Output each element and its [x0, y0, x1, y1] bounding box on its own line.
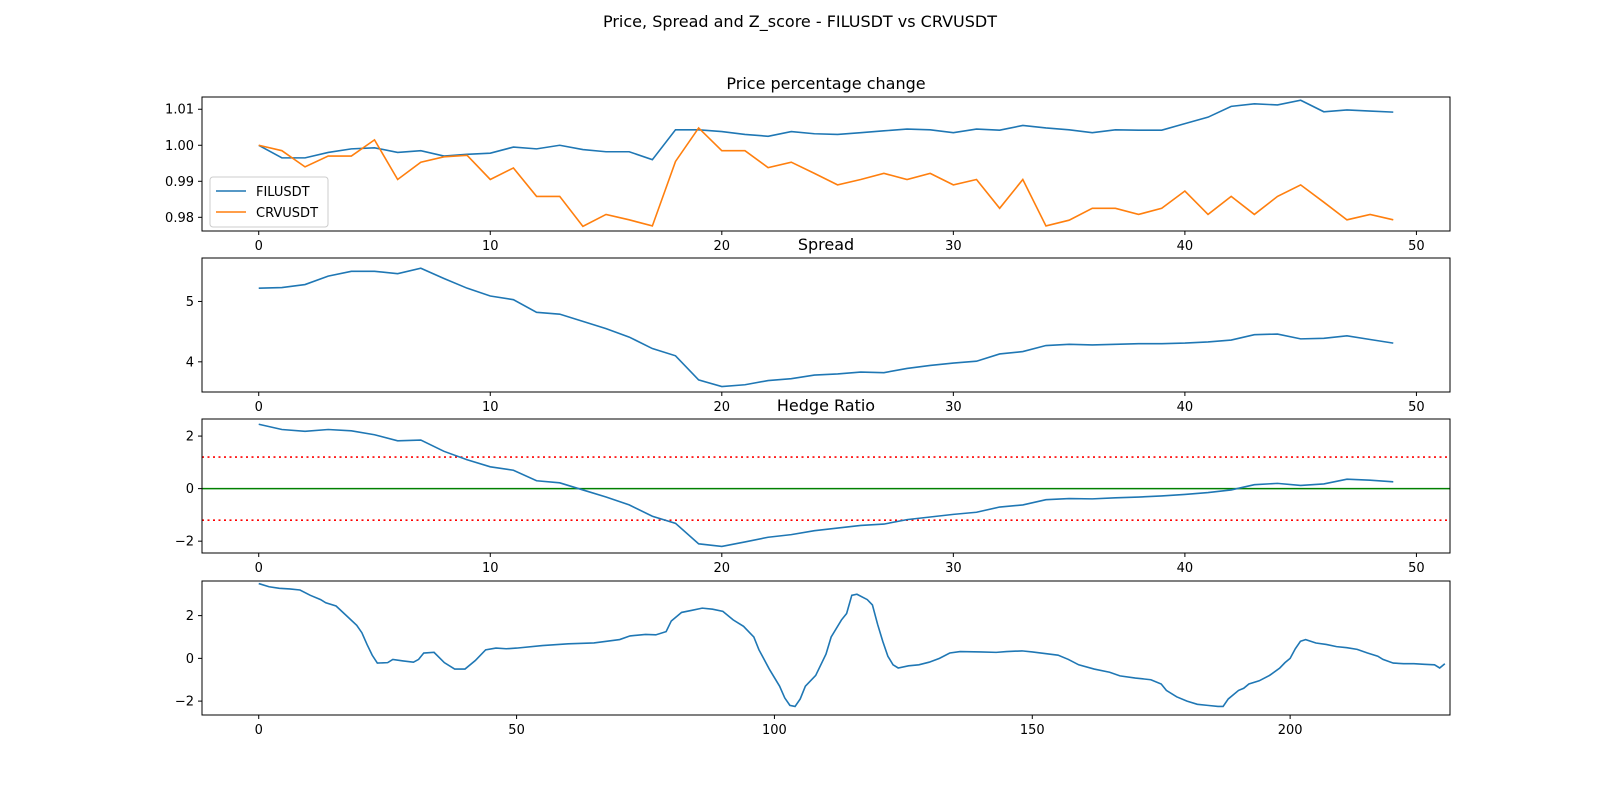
x-tick-label: 10: [482, 400, 499, 415]
y-tick-label: 0.98: [165, 211, 194, 226]
x-tick-label: 40: [1177, 400, 1194, 415]
series-line: [258, 267, 1394, 388]
axes-frame: [201, 96, 1451, 232]
x-tick-label: 0: [255, 400, 263, 415]
legend-label: CRVUSDT: [256, 206, 318, 221]
series-line: [258, 582, 1446, 708]
x-tick-label: 200: [1278, 723, 1303, 738]
x-tick-label: 10: [482, 561, 499, 576]
y-tick-label: 1.00: [165, 139, 194, 154]
x-tick-label: 20: [714, 400, 731, 415]
y-tick-label: 2: [186, 609, 194, 624]
x-tick-label: 40: [1177, 239, 1194, 254]
legend-label: FILUSDT: [256, 185, 310, 200]
axes-frame: [201, 418, 1451, 554]
x-tick-label: 0: [255, 723, 263, 738]
y-tick-label: 5: [186, 295, 194, 310]
subplot-3: Hedge Ratio 0 10 20 30 40 50 −2 0 2: [175, 396, 1451, 576]
x-tick-label: 150: [1020, 723, 1045, 738]
y-tick-label: 0: [186, 482, 194, 497]
x-tick-label: 30: [945, 400, 962, 415]
series-line-crvusdt: [258, 126, 1394, 228]
x-tick-label: 0: [255, 561, 263, 576]
axes-frame: [201, 257, 1451, 393]
legend: FILUSDT CRVUSDT: [209, 176, 329, 228]
x-tick-label: 50: [508, 723, 525, 738]
y-tick-label: 0.99: [165, 175, 194, 190]
y-tick-label: 0: [186, 652, 194, 667]
axes-frame: [201, 580, 1451, 716]
y-tick-label: 4: [186, 355, 194, 370]
x-tick-label: 10: [482, 239, 499, 254]
subplot-2: Spread 0 10 20 30 40 50 4 5: [186, 235, 1451, 415]
x-tick-label: 100: [762, 723, 787, 738]
x-tick-label: 50: [1408, 400, 1425, 415]
figure-suptitle: Price, Spread and Z_score - FILUSDT vs C…: [603, 12, 997, 32]
x-tick-label: 20: [714, 239, 731, 254]
x-tick-label: 20: [714, 561, 731, 576]
subplot-title: Spread: [798, 235, 854, 254]
x-tick-label: 40: [1177, 561, 1194, 576]
series-line: [258, 423, 1394, 548]
subplot-title: Price percentage change: [726, 74, 925, 93]
subplot-title: Hedge Ratio: [777, 396, 875, 415]
y-tick-label: −2: [175, 535, 194, 550]
x-tick-label: 30: [945, 561, 962, 576]
x-tick-label: 0: [255, 239, 263, 254]
x-tick-label: 30: [945, 239, 962, 254]
subplot-1: Price percentage change 0 10 20 30 40 50 0.98 0.…: [165, 74, 1451, 254]
y-tick-label: −2: [175, 695, 194, 710]
y-tick-label: 2: [186, 430, 194, 445]
x-tick-label: 50: [1408, 239, 1425, 254]
subplot-4: 0 50 100 150 200 −2 0 2: [175, 580, 1451, 738]
x-tick-label: 50: [1408, 561, 1425, 576]
legend-box: [209, 176, 329, 228]
y-tick-label: 1.01: [165, 103, 194, 118]
